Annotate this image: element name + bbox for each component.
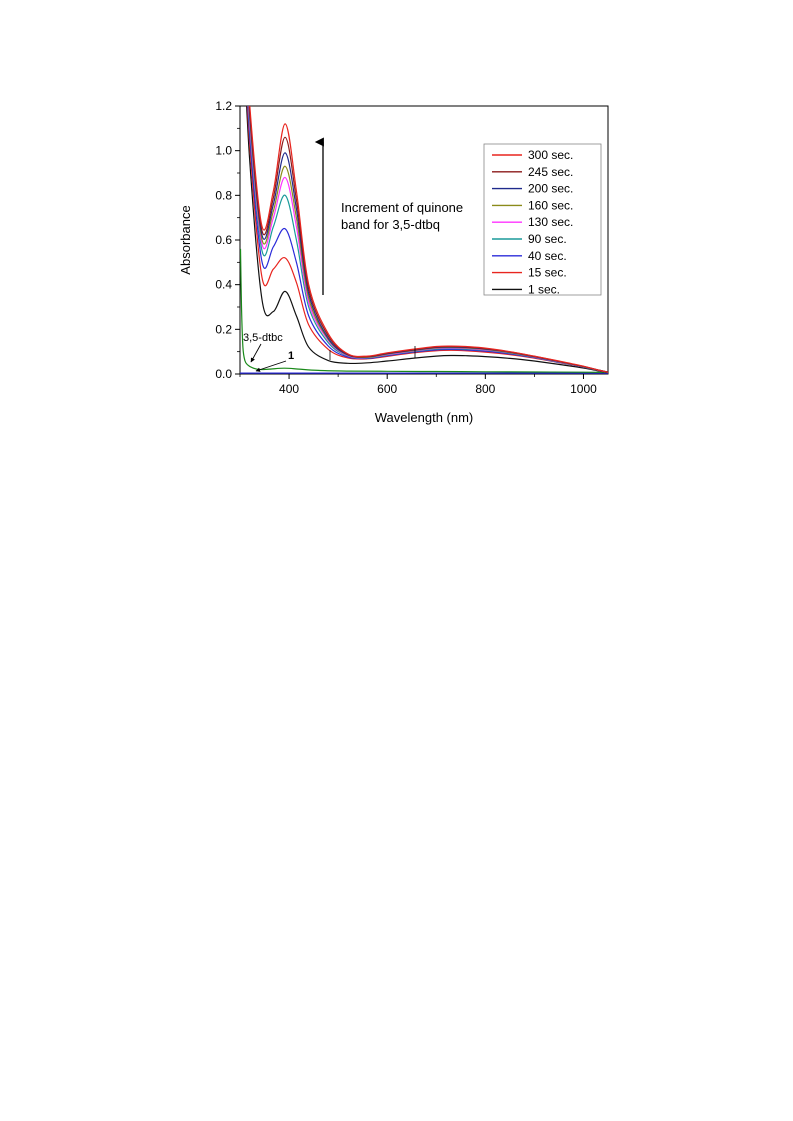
legend-label: 1 sec. <box>528 282 560 296</box>
legend-label: 245 sec. <box>528 165 573 179</box>
legend-label: 160 sec. <box>528 198 573 212</box>
axes-layer: 400 600 800 1000 0.0 0.2 0.4 0.6 0.8 1.0 1.2 <box>215 99 597 396</box>
legend-label: 300 sec. <box>528 148 573 162</box>
x-axis-label: Wavelength (nm) <box>375 410 474 425</box>
label-complex-1: 1 <box>288 350 294 362</box>
x-tick-label: 600 <box>377 382 397 396</box>
y-tick-label: 1.2 <box>215 99 232 113</box>
label-3-5-dtbc: 3,5-dtbc <box>243 332 283 344</box>
chart-canvas: 400 600 800 1000 0.0 0.2 0.4 0.6 0.8 1.0 1.2 Wavel… <box>178 99 609 425</box>
annotation-line-1: Increment of quinone <box>341 200 463 215</box>
y-tick-label: 1.0 <box>215 144 232 158</box>
y-tick-label: 0.2 <box>215 322 232 336</box>
legend: 300 sec. 245 sec. 200 sec. 160 sec. 130 sec.… <box>483 143 602 296</box>
x-tick-label: 800 <box>475 382 495 396</box>
legend-label: 40 sec. <box>528 249 567 263</box>
series-line <box>245 106 608 373</box>
y-axis-label: Absorbance <box>178 205 193 274</box>
series-line <box>249 106 608 373</box>
x-tick-label: 400 <box>279 382 299 396</box>
y-tick-label: 0.8 <box>215 188 232 202</box>
y-tick-label: 0.4 <box>215 278 232 292</box>
y-tick-label: 0.6 <box>215 233 232 247</box>
legend-box <box>483 143 602 296</box>
legend-entries: 300 sec. 245 sec. 200 sec. 160 sec. 130 sec.… <box>492 148 573 296</box>
absorbance-chart: 400 600 800 1000 0.0 0.2 0.4 0.6 0.8 1.0 1.2 Wavel… <box>178 96 618 432</box>
series-layer <box>240 106 608 374</box>
label-complex-1-pointer <box>255 360 287 372</box>
x-tick-label: 1000 <box>570 382 597 396</box>
series-line <box>240 248 608 373</box>
legend-label: 200 sec. <box>528 182 573 196</box>
y-tick-label: 0.0 <box>215 367 232 381</box>
legend-label: 90 sec. <box>528 232 567 246</box>
legend-label: 130 sec. <box>528 215 573 229</box>
legend-label: 15 sec. <box>528 266 567 280</box>
annotation-line-2: band for 3,5-dtbq <box>341 217 440 232</box>
label-3-5-dtbc-pointer <box>250 343 262 363</box>
